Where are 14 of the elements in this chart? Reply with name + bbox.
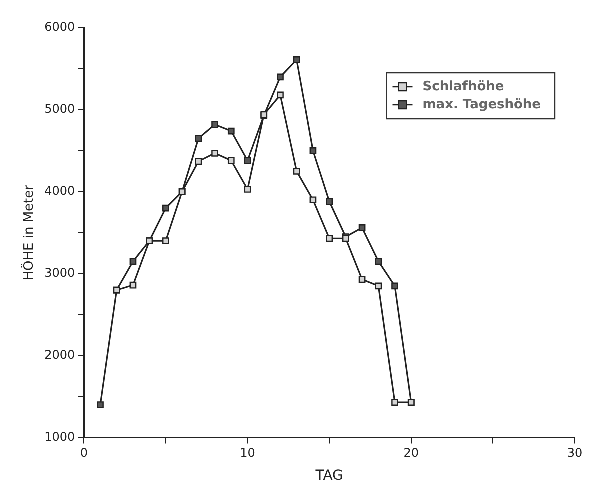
y-tick-label: 5000: [44, 102, 76, 116]
legend-label: Schlafhöhe: [422, 79, 504, 94]
y-tick-label: 2000: [44, 348, 76, 362]
legend-label: max. Tageshöhe: [422, 97, 542, 112]
y-axis-title: HÖHE in Meter: [21, 184, 38, 281]
x-tick-label: 10: [240, 446, 256, 460]
x-axis-title: TAG: [314, 468, 344, 484]
x-tick-label: 0: [80, 446, 88, 460]
x-tick-label: 30: [567, 446, 583, 460]
y-tick-label: 4000: [44, 184, 76, 198]
y-tick-label: 1000: [44, 430, 76, 444]
y-tick-label: 6000: [44, 20, 76, 34]
y-tick-label: 3000: [44, 266, 76, 280]
x-tick-label: 20: [404, 446, 420, 460]
